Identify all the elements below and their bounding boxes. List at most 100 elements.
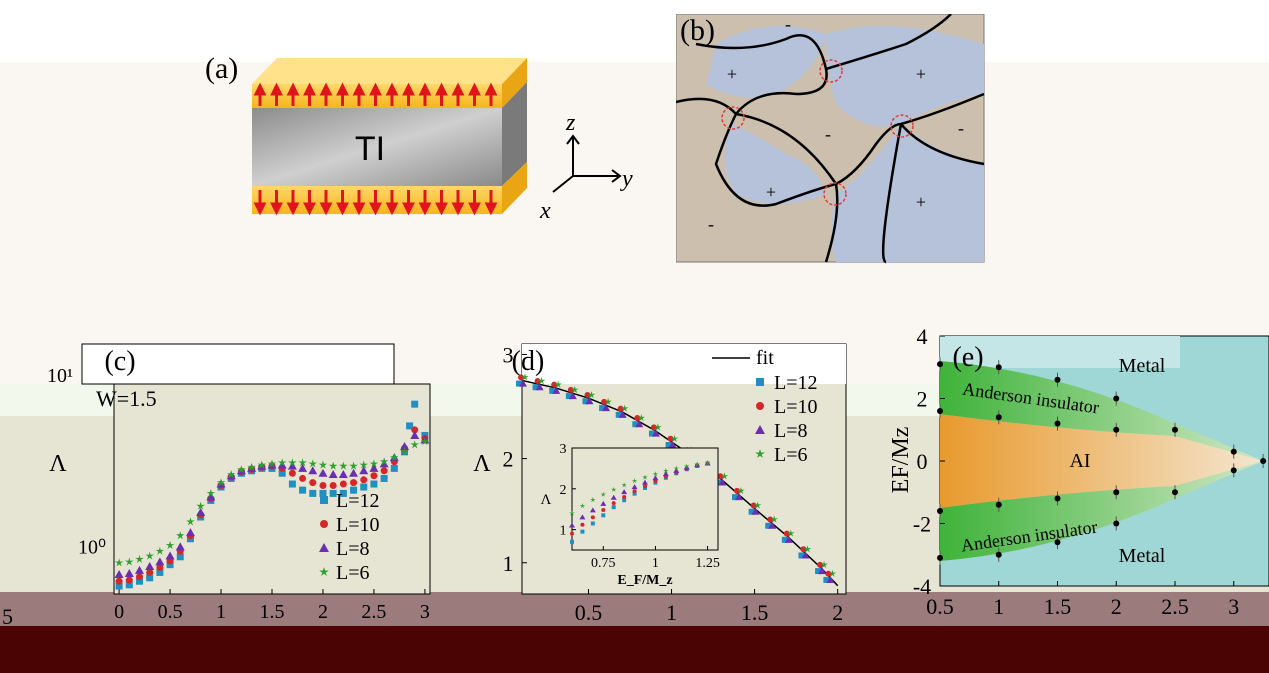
data-point: [277, 458, 287, 467]
data-point: [125, 581, 133, 589]
data-point: [175, 542, 185, 551]
data-point: [349, 468, 359, 477]
data-point: [1113, 395, 1120, 402]
legend-marker: [320, 520, 328, 528]
data-point: [115, 582, 123, 590]
panel-e-label: (e): [952, 342, 983, 373]
inset-data-point: [631, 478, 638, 484]
data-point: [549, 387, 556, 394]
data-point: [319, 489, 327, 497]
data-point: [146, 574, 154, 582]
data-point: [582, 398, 589, 405]
arrow-up-head: [286, 82, 300, 96]
panel-b-label: (b): [680, 14, 715, 47]
data-point: [328, 469, 338, 478]
data-point: [1054, 420, 1061, 427]
x-tick-label: 1: [666, 600, 677, 625]
data-point: [380, 474, 388, 482]
data-point: [820, 560, 828, 569]
y-tick-label: -4: [913, 574, 931, 599]
arrow-down-head: [484, 202, 498, 216]
legend-marker: [320, 496, 328, 504]
data-point: [587, 391, 596, 399]
data-point: [328, 461, 338, 470]
data-point: [768, 521, 777, 529]
data-point: [825, 570, 832, 577]
sign-4: -: [825, 124, 831, 144]
data-point: [823, 576, 830, 583]
x-tick-label: 0: [114, 601, 124, 623]
panel-c-label: (c): [104, 346, 135, 377]
data-point: [406, 422, 414, 430]
data-point: [617, 405, 624, 412]
data-point: [135, 554, 144, 563]
data-point: [668, 441, 677, 449]
domain-wall-figure: - + + - - + + -: [676, 14, 985, 264]
data-point: [537, 377, 546, 385]
data-point: [717, 473, 724, 480]
inset-data-point: [631, 484, 638, 490]
inset-data-point: [642, 479, 648, 485]
data-point: [349, 461, 358, 470]
data-point: [155, 557, 165, 566]
data-point: [737, 486, 745, 495]
data-point: [567, 386, 574, 393]
data-point: [1054, 495, 1061, 502]
arrow-down-head: [303, 202, 316, 216]
arrow-down-head: [418, 202, 432, 216]
inset-data-point: [663, 467, 669, 474]
data-point: [599, 405, 606, 412]
ti-slab-figure: TI z y x: [252, 58, 633, 224]
data-point: [584, 392, 591, 399]
data-point: [338, 469, 348, 478]
arrow-down-head: [253, 202, 267, 216]
data-point: [1113, 520, 1120, 527]
inset-y-tick-label: 1: [560, 524, 567, 539]
data-point: [937, 554, 943, 561]
data-point: [751, 507, 760, 515]
data-point: [135, 573, 143, 581]
data-point: [665, 442, 672, 449]
inset-x-tick-label: 1.25: [695, 556, 720, 571]
inset-data-point: [652, 475, 659, 481]
data-point: [995, 414, 1002, 421]
data-point: [818, 567, 827, 575]
inset-data-point: [569, 510, 575, 516]
sign-7: +: [916, 192, 926, 212]
mauve-band: [0, 592, 1269, 626]
sign-2: +: [727, 64, 737, 84]
y-tick-label: 1: [503, 551, 514, 576]
data-point: [156, 563, 164, 571]
anderson-bottom-region: [940, 461, 1264, 561]
inset-data-point: [610, 494, 617, 500]
arrow-down-head: [385, 202, 399, 216]
x-tick-label: 1: [216, 601, 226, 623]
data-point: [604, 397, 612, 405]
data-point: [114, 558, 124, 567]
data-point: [753, 501, 762, 509]
data-point: [518, 379, 527, 387]
data-point: [115, 577, 123, 585]
data-point: [247, 462, 256, 471]
arrow-up-head: [385, 82, 399, 96]
axis-x-label: x: [539, 198, 551, 224]
data-point: [370, 472, 378, 480]
data-point: [237, 465, 246, 474]
magnetization-arrows-bottom: [253, 190, 498, 216]
panel-c-left-tick: 5: [2, 604, 13, 629]
data-point: [767, 516, 774, 523]
legend-label: L=12: [774, 372, 818, 394]
sign-5: -: [958, 118, 964, 138]
inset-data-point: [590, 515, 595, 520]
data-point: [667, 435, 674, 442]
data-point: [800, 546, 807, 553]
inset-x-tick-label: 0.75: [591, 556, 616, 571]
data-point: [995, 501, 1002, 508]
arrow-up-head: [418, 82, 432, 96]
inset-data-point: [601, 513, 606, 518]
data-point: [206, 492, 216, 501]
inset-data-point: [642, 474, 648, 480]
axes-triad: [552, 134, 622, 193]
panel-c-chart: (c) W=1.5 Λ 0 0.5 1 1.5 2 2.5 3 10⁰ 10¹ L=12L=10L=8L…: [47, 343, 431, 623]
metal-top-shade: [940, 336, 1180, 368]
